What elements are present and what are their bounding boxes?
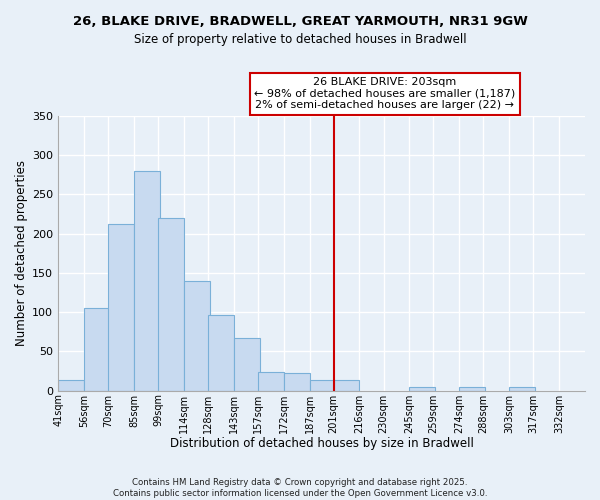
Bar [108,224,134,390]
Bar [310,380,335,390]
Bar [409,387,435,390]
Bar [58,380,84,390]
Bar [158,218,184,390]
Bar [134,171,160,390]
Bar [84,308,110,390]
Bar [460,387,485,390]
Bar [184,281,209,390]
Text: 26, BLAKE DRIVE, BRADWELL, GREAT YARMOUTH, NR31 9GW: 26, BLAKE DRIVE, BRADWELL, GREAT YARMOUT… [73,15,527,28]
Text: 26 BLAKE DRIVE: 203sqm
← 98% of detached houses are smaller (1,187)
2% of semi-d: 26 BLAKE DRIVE: 203sqm ← 98% of detached… [254,77,515,110]
Bar [284,374,310,390]
Bar [334,380,359,390]
X-axis label: Distribution of detached houses by size in Bradwell: Distribution of detached houses by size … [170,437,473,450]
Text: Contains HM Land Registry data © Crown copyright and database right 2025.
Contai: Contains HM Land Registry data © Crown c… [113,478,487,498]
Y-axis label: Number of detached properties: Number of detached properties [15,160,28,346]
Bar [234,338,260,390]
Bar [208,314,234,390]
Bar [509,387,535,390]
Bar [258,372,284,390]
Text: Size of property relative to detached houses in Bradwell: Size of property relative to detached ho… [134,32,466,46]
